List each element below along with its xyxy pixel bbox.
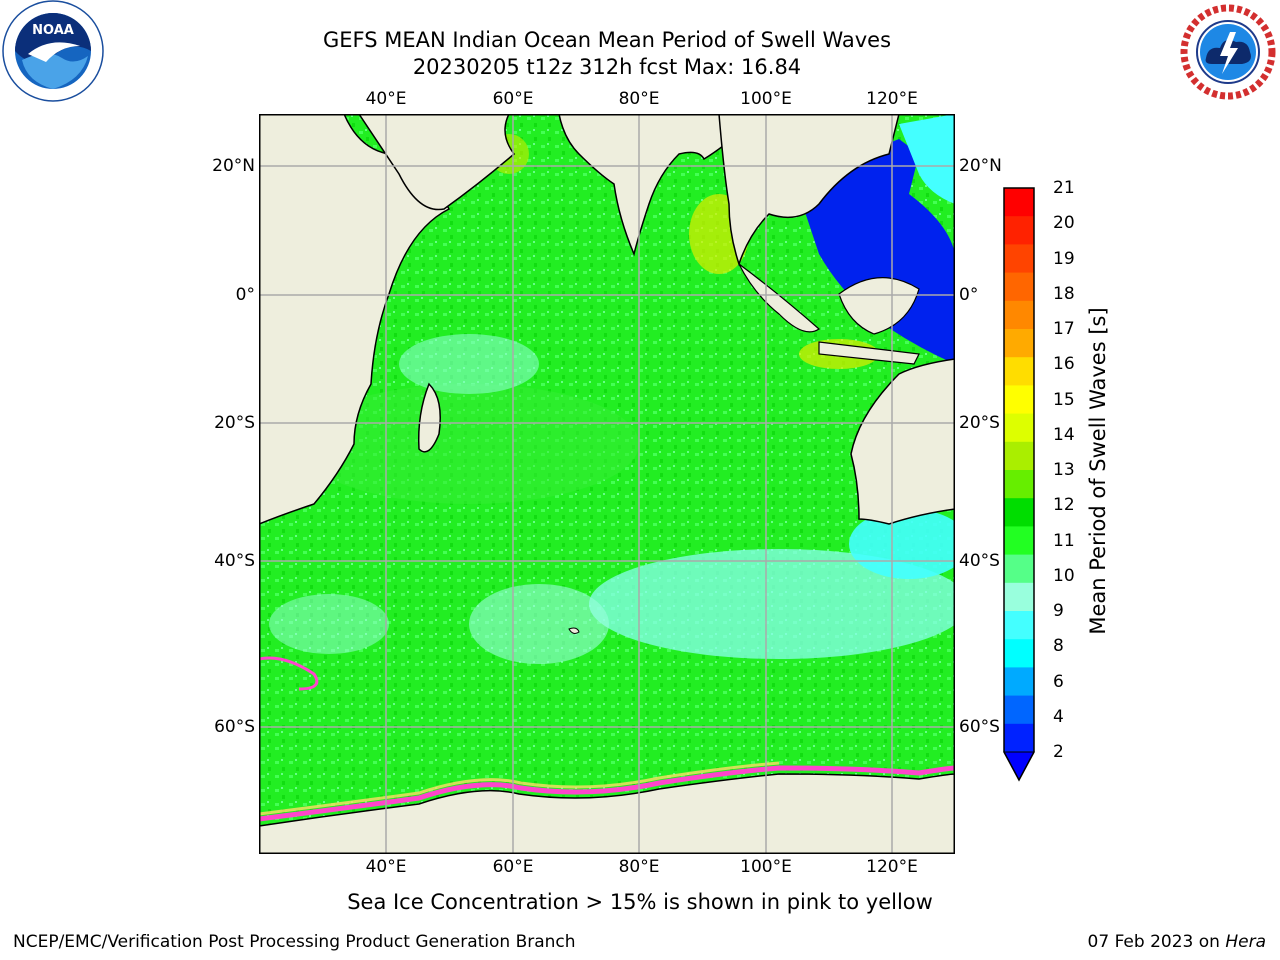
map-frame bbox=[259, 114, 955, 854]
lat-tick-right-5: 60°S bbox=[959, 717, 1000, 737]
colorbar-title: Mean Period of Swell Waves [s] bbox=[1086, 307, 1110, 635]
colorbar-label: 9 bbox=[1053, 601, 1064, 621]
colorbar-label: 18 bbox=[1053, 283, 1075, 304]
lat-tick-right-2: 0° bbox=[959, 285, 979, 305]
lat-tick-right-3: 20°S bbox=[959, 413, 1000, 433]
colorbar-label: 14 bbox=[1053, 424, 1075, 445]
lon-tick-bottom-2: 60°E bbox=[492, 857, 534, 877]
footer-machine: Hera bbox=[1225, 932, 1266, 952]
lat-tick-right-4: 40°S bbox=[959, 551, 1000, 571]
land-madagascar bbox=[417, 382, 441, 453]
colorbar-label: 19 bbox=[1053, 248, 1075, 269]
colorbar-label: 11 bbox=[1053, 530, 1075, 551]
colorbar-label: 21 bbox=[1053, 178, 1075, 198]
colorbar-band bbox=[1004, 441, 1034, 471]
lat-tick-left-3: 20°S bbox=[214, 413, 255, 433]
colorbar-band bbox=[1004, 272, 1034, 302]
lat-tick-right-1: 20°N bbox=[959, 156, 1002, 176]
colorbar-extend-arrow bbox=[1003, 751, 1035, 782]
noaa-logo: NOAA bbox=[2, 0, 104, 102]
colorbar-band bbox=[1004, 329, 1034, 358]
land-antarctica bbox=[258, 773, 956, 855]
colorbar-band bbox=[1004, 300, 1034, 330]
lon-tick-bottom-4: 100°E bbox=[740, 857, 792, 877]
footer-credit: NCEP/EMC/Verification Post Processing Pr… bbox=[13, 932, 576, 952]
colorbar-band bbox=[1004, 498, 1034, 527]
lat-tick-left-4: 40°S bbox=[214, 551, 255, 571]
lat-tick-left-5: 60°S bbox=[214, 717, 255, 737]
colorbar-band bbox=[1004, 639, 1034, 668]
colorbar-label: 15 bbox=[1053, 389, 1075, 410]
colorbar-label: 16 bbox=[1053, 354, 1075, 375]
footer-date-text: 07 Feb 2023 on bbox=[1087, 932, 1226, 952]
colorbar-band bbox=[1004, 188, 1034, 217]
colorbar-band bbox=[1004, 582, 1034, 612]
colorbar-band bbox=[1004, 554, 1034, 584]
lon-tick-bottom-5: 120°E bbox=[866, 857, 918, 877]
map-panel bbox=[258, 113, 969, 855]
colorbar-label: 10 bbox=[1053, 565, 1075, 586]
lon-tick-top-1: 40°E bbox=[365, 89, 407, 109]
colorbar bbox=[1000, 186, 1040, 786]
noaa-logo-text: NOAA bbox=[32, 23, 74, 38]
colorbar-band bbox=[1004, 413, 1034, 443]
footer-date: 07 Feb 2023 on Hera bbox=[1088, 932, 1266, 952]
colorbar-band bbox=[1004, 611, 1034, 640]
colorbar-band bbox=[1004, 723, 1034, 753]
lon-tick-top-4: 100°E bbox=[740, 89, 792, 109]
colorbar-band bbox=[1004, 470, 1034, 499]
colorbar-frame bbox=[1003, 187, 1035, 782]
lon-tick-top-3: 80°E bbox=[618, 89, 660, 109]
land-arabia bbox=[357, 113, 516, 211]
land-india bbox=[558, 113, 761, 257]
colorbar-label: 12 bbox=[1053, 495, 1075, 516]
colorbar-label: 6 bbox=[1053, 671, 1064, 692]
colorbar-label: 17 bbox=[1053, 319, 1075, 339]
colorbar-band bbox=[1004, 357, 1034, 386]
lat-tick-left-1: 20°N bbox=[212, 156, 255, 176]
colorbar-band bbox=[1004, 526, 1034, 556]
colorbar-label: 4 bbox=[1053, 706, 1064, 727]
colorbar-band bbox=[1004, 216, 1034, 245]
map-grid bbox=[259, 114, 955, 854]
lat-tick-left-2: 0° bbox=[235, 285, 255, 305]
colorbar-label: 20 bbox=[1053, 213, 1075, 234]
lon-tick-bottom-1: 40°E bbox=[365, 857, 407, 877]
sea-ice-fringe bbox=[258, 765, 956, 822]
colorbar-label: 8 bbox=[1053, 636, 1064, 657]
colorbar-band bbox=[1004, 385, 1034, 415]
lon-tick-top-5: 120°E bbox=[866, 89, 918, 109]
land-se-asia bbox=[718, 113, 900, 267]
lon-tick-bottom-3: 80°E bbox=[618, 857, 660, 877]
colorbar-band bbox=[1004, 667, 1034, 697]
colorbar-band bbox=[1004, 244, 1034, 274]
chart-title: GEFS MEAN Indian Ocean Mean Period of Sw… bbox=[322, 28, 892, 52]
nws-logo bbox=[1178, 2, 1278, 102]
sea-ice-note: Sea Ice Concentration > 15% is shown in … bbox=[347, 890, 933, 914]
colorbar-label: 2 bbox=[1053, 742, 1064, 762]
colorbar-label: 13 bbox=[1053, 460, 1075, 480]
lon-tick-top-2: 60°E bbox=[492, 89, 534, 109]
colorbar-band bbox=[1004, 695, 1034, 725]
chart-subtitle: 20230205 t12z 312h fcst Max: 16.84 bbox=[412, 55, 802, 79]
